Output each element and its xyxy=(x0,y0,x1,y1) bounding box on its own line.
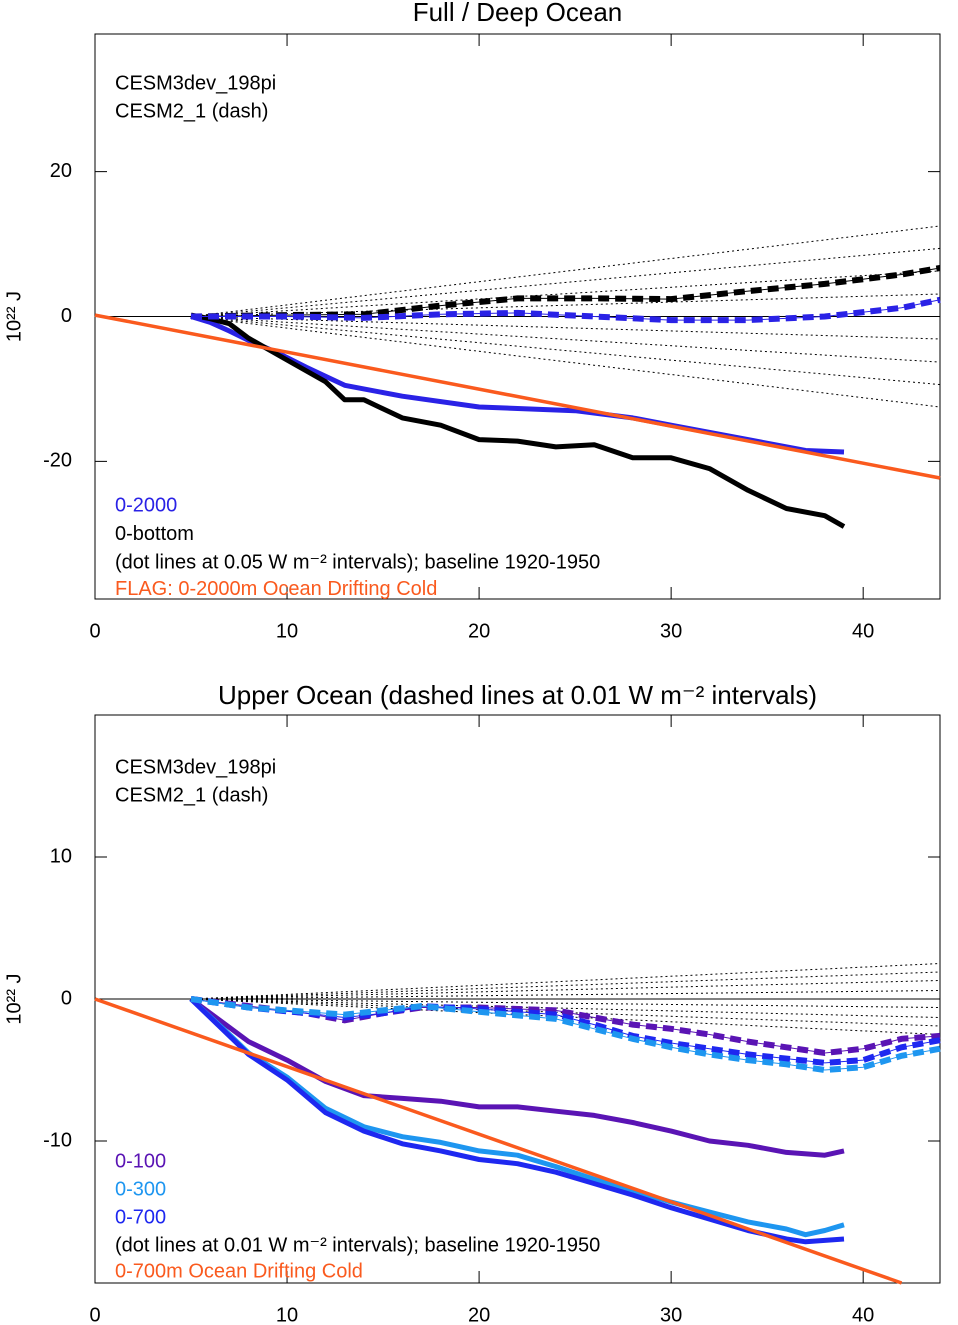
x-tick-label: 30 xyxy=(660,620,682,642)
legend-label: 0-2000 xyxy=(115,494,177,516)
x-tick-label: 0 xyxy=(89,620,100,642)
legend-label: 0-700 xyxy=(115,1206,166,1228)
legend-label: 0-100 xyxy=(115,1150,166,1172)
y-tick-label: 0 xyxy=(61,305,72,327)
series-line-thin xyxy=(191,299,941,321)
series-line xyxy=(94,313,941,480)
chart-title: Full / Deep Ocean xyxy=(413,0,623,27)
x-tick-label: 20 xyxy=(468,620,490,642)
annotation: CESM2_1 (dash) xyxy=(115,100,268,122)
series-line-thin xyxy=(190,998,941,1054)
y-tick-label: 0 xyxy=(61,987,72,1009)
series-line-thin xyxy=(190,267,941,317)
x-tick-label: 40 xyxy=(852,620,874,642)
x-tick-label: 10 xyxy=(276,620,298,642)
reference-line xyxy=(190,247,941,317)
series-line xyxy=(190,996,941,1057)
reference-line xyxy=(190,316,941,408)
reference-line xyxy=(190,270,941,317)
annotation: CESM2_1 (dash) xyxy=(115,784,268,806)
reference-line xyxy=(190,980,941,1000)
y-tick-label: 20 xyxy=(50,160,72,182)
legend-label: 0-bottom xyxy=(115,523,194,545)
legend-label: 0-700m Ocean Drifting Cold xyxy=(115,1260,363,1282)
reference-line xyxy=(190,998,941,1008)
legend-label: 0-300 xyxy=(115,1178,166,1200)
x-tick-label: 30 xyxy=(660,1304,682,1325)
reference-line xyxy=(190,971,941,1000)
annotation: CESM3dev_198pi xyxy=(115,756,276,778)
reference-line xyxy=(190,225,941,317)
y-axis-label: 10²² J xyxy=(3,291,25,342)
reference-line xyxy=(190,990,941,1000)
series-line xyxy=(189,996,845,1158)
series-line xyxy=(191,296,941,324)
legend-note: (dot lines at 0.01 W m⁻² intervals); bas… xyxy=(115,1234,600,1256)
legend-note: (dot lines at 0.05 W m⁻² intervals); bas… xyxy=(115,551,600,573)
series-line xyxy=(190,314,845,455)
series-line xyxy=(189,997,845,1238)
reference-line xyxy=(190,316,941,386)
series-line xyxy=(190,996,941,1066)
series-line xyxy=(94,997,903,1285)
x-tick-label: 40 xyxy=(852,1304,874,1325)
reference-line xyxy=(190,316,941,363)
reference-line xyxy=(190,316,941,340)
x-tick-label: 0 xyxy=(89,1304,100,1325)
annotation: CESM3dev_198pi xyxy=(115,72,276,94)
x-tick-label: 10 xyxy=(276,1304,298,1325)
series-line xyxy=(189,997,845,1245)
y-tick-label: -20 xyxy=(43,450,72,472)
series-line xyxy=(190,265,941,320)
series-line xyxy=(190,996,941,1074)
y-tick-label: 10 xyxy=(50,845,72,867)
series-line xyxy=(190,312,846,529)
chart-title: Upper Ocean (dashed lines at 0.01 W m⁻² … xyxy=(218,680,817,710)
x-tick-label: 20 xyxy=(468,1304,490,1325)
legend-label: FLAG: 0-2000m Ocean Drifting Cold xyxy=(115,578,437,600)
y-tick-label: -10 xyxy=(43,1129,72,1151)
y-axis-label: 10²² J xyxy=(3,973,25,1024)
reference-line xyxy=(190,963,941,1000)
